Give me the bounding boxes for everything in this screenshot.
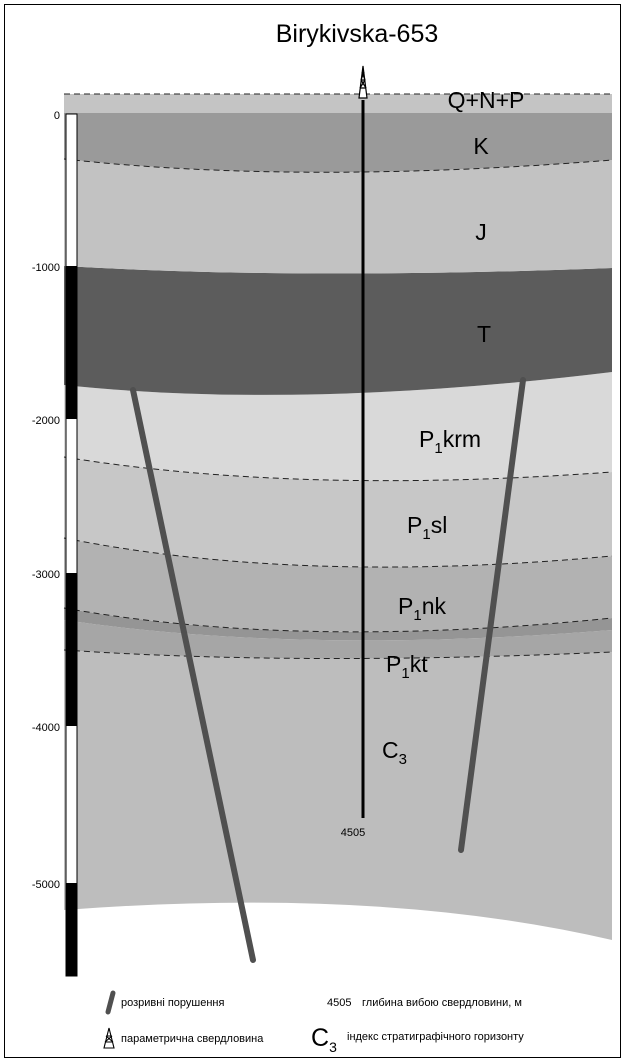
layer-label-rest: nk [422, 593, 447, 619]
depth-axis-black-2 [66, 573, 77, 726]
drilling-rig-icon [358, 65, 368, 99]
layer-k [64, 113, 612, 173]
layer-label-krm: P1krm [419, 426, 481, 457]
figure-frame [4, 4, 621, 1058]
layer-label-rest: kt [410, 651, 429, 677]
depth-tick-label: 0 [54, 110, 60, 122]
layer-label-sub: 1 [413, 607, 421, 624]
depth-axis-black-3 [66, 883, 77, 976]
layer-label-nk: P1nk [398, 593, 446, 624]
layer-label-rest: sl [431, 512, 448, 538]
boundary-kt-c3 [63, 649, 613, 660]
well-depth-label: 4505 [341, 827, 365, 839]
section-title: Birykivska-653 [276, 20, 439, 48]
layer-label-main: P [407, 512, 422, 538]
layer-label-j: J [475, 219, 487, 245]
layer-sl [64, 457, 612, 568]
legend-index-sub: 3 [329, 1039, 337, 1055]
depth-axis-white [65, 113, 78, 977]
fault-line-right [458, 377, 526, 853]
legend-well-label: параметрична свердловина [121, 1033, 264, 1045]
layer-label-sub: 1 [422, 526, 430, 543]
layer-t [64, 266, 612, 395]
layer-label-main: P [386, 651, 401, 677]
depth-axis-black-1 [66, 266, 77, 419]
legend-drilling-rig-icon [103, 1027, 115, 1049]
layer-label-sl: P1sl [407, 512, 447, 543]
layer-nk [64, 538, 612, 632]
layer-label-main: P [398, 593, 413, 619]
boundary-krm-sl [63, 456, 613, 482]
depth-tick-label: -5000 [32, 879, 60, 891]
layer-label-main: P [419, 426, 434, 452]
boundary-k-j [63, 158, 613, 173]
layer-nk-lower [64, 608, 612, 641]
layer-label-c3: C3 [382, 737, 407, 768]
legend-index-symbol: C3 [311, 1024, 337, 1055]
boundary-sl-nk [63, 537, 613, 568]
depth-tick-label: -2000 [32, 415, 60, 427]
legend-depth-label: глибина вибою свердловини, м [362, 997, 522, 1009]
legend-index-main: C [311, 1024, 329, 1052]
depth-tick-label: -3000 [32, 569, 60, 581]
layer-label-sub: 1 [401, 665, 409, 682]
legend-index-label: індекс стратиграфічного горизонту [347, 1031, 524, 1043]
layer-kt [64, 620, 612, 659]
legend-fault-swatch [105, 990, 116, 1015]
fault-line-left [130, 387, 256, 963]
layer-j [64, 159, 612, 274]
layer-label-k: K [473, 133, 489, 159]
legend-fault-label: розривні порушення [121, 997, 224, 1009]
layer-label-rest: krm [443, 426, 481, 452]
layer-label-sub: 1 [434, 440, 442, 457]
layer-c3 [64, 650, 612, 940]
layer-krm [64, 372, 612, 481]
layer-label-sub: 3 [399, 751, 407, 768]
layer-label-kt: P1kt [386, 651, 428, 682]
depth-tick-label: -1000 [32, 262, 60, 274]
depth-tick-label: -4000 [32, 722, 60, 734]
layer-label-q: Q+N+P [448, 87, 525, 113]
layer-q [64, 94, 612, 113]
layer-label-main: C [382, 737, 399, 763]
boundary-nk-kt [63, 607, 613, 633]
layer-label-t: T [477, 321, 491, 347]
legend-depth-value: 4505 [327, 997, 351, 1009]
